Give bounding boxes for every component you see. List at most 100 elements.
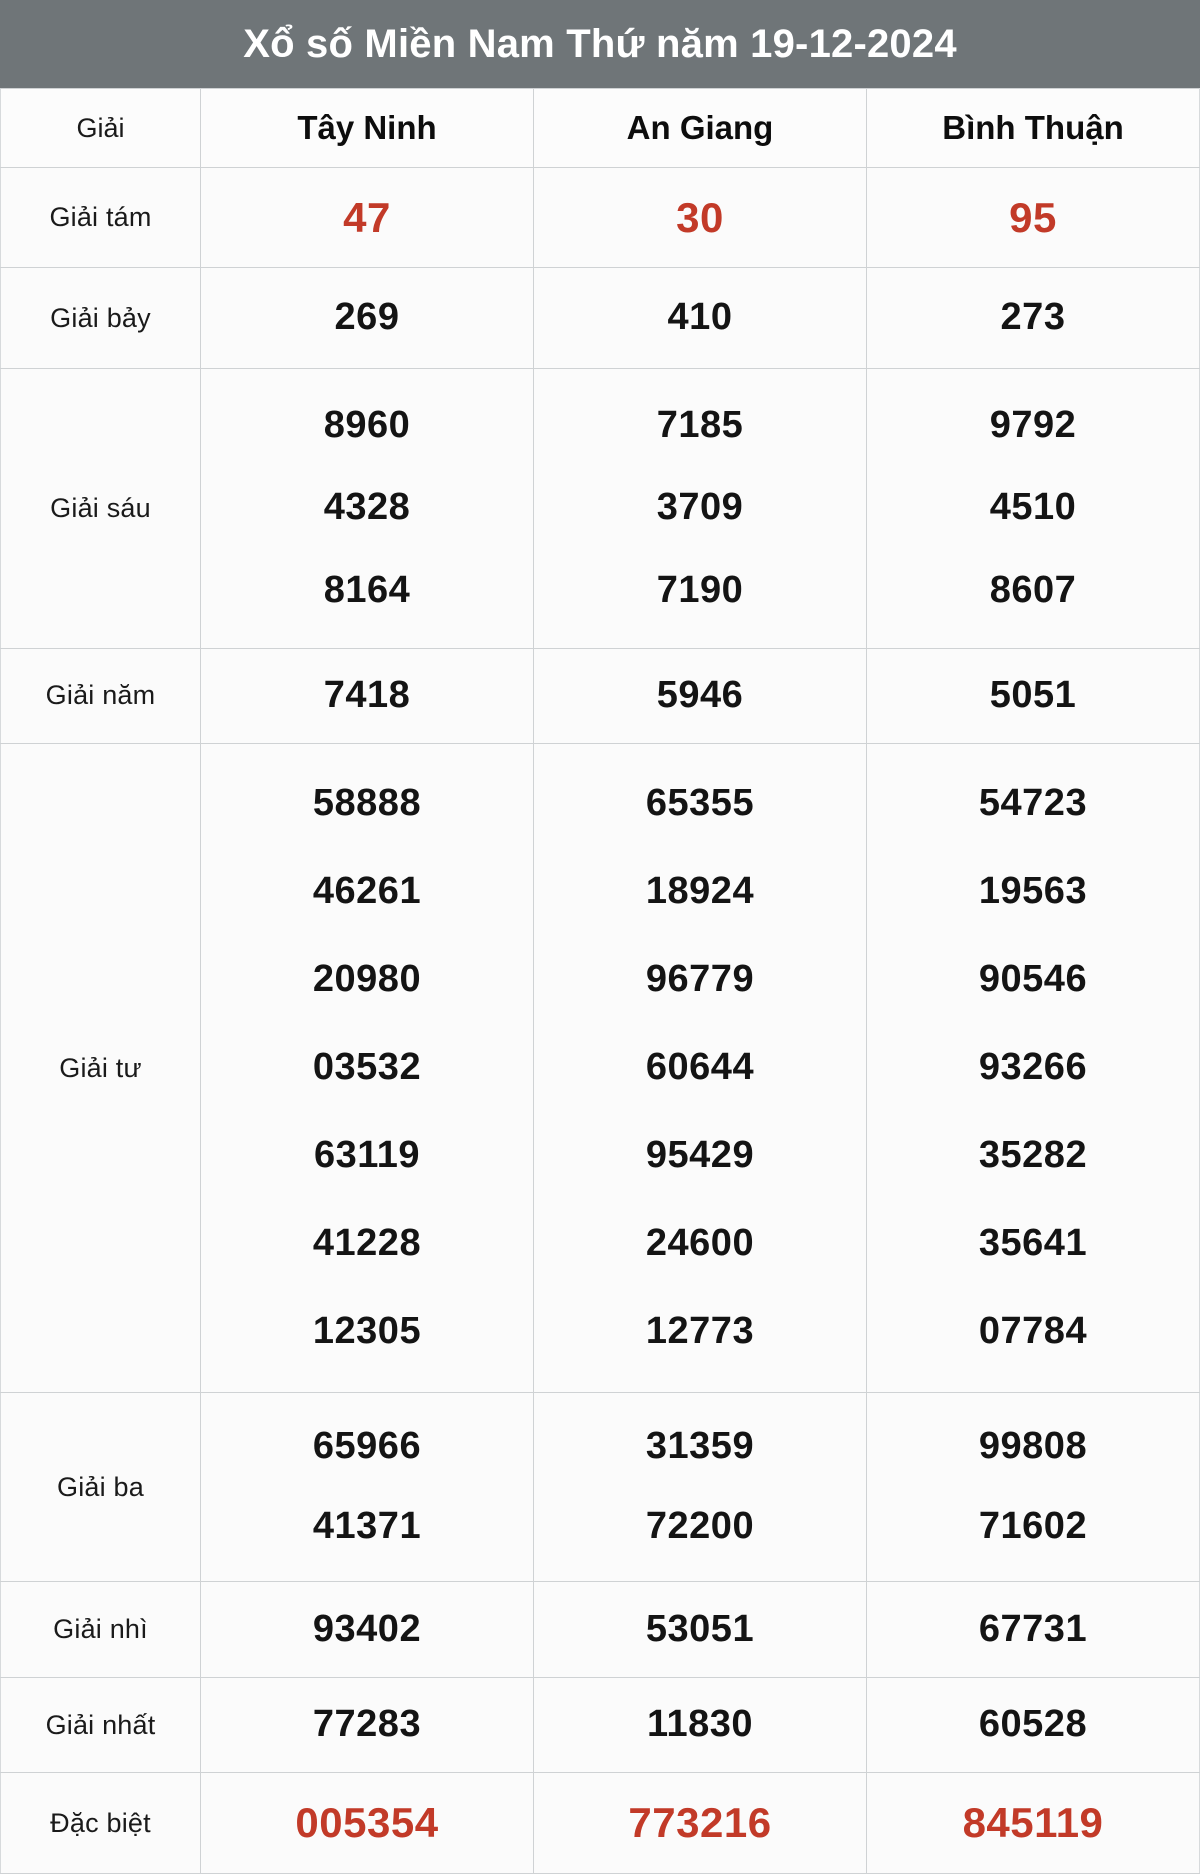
prize-numbers-cell: 9792 4510 8607 <box>866 367 1200 649</box>
lottery-number: 67731 <box>978 1607 1088 1650</box>
lottery-number: 46261 <box>312 870 422 913</box>
prize-numbers-cell: 31359 72200 <box>533 1392 867 1583</box>
lottery-number: 07784 <box>978 1310 1088 1353</box>
lottery-number: 65355 <box>645 782 755 825</box>
prize-numbers-cell: 54723 19563 90546 93266 35282 35641 07784 <box>866 743 1200 1394</box>
page-title-bar: Xổ số Miền Nam Thứ năm 19-12-2024 <box>0 0 1200 88</box>
prize-numbers-cell: 8960 4328 8164 <box>200 367 534 649</box>
table-row: Giải năm 7418 5946 5051 <box>0 647 1200 745</box>
prize-label: Giải bảy <box>0 267 201 369</box>
lottery-number: 8607 <box>989 568 1077 611</box>
lottery-number: 273 <box>1000 296 1066 339</box>
number-stack: 65355 18924 96779 60644 95429 24600 12773 <box>534 744 866 1392</box>
lottery-number: 58888 <box>312 782 422 825</box>
number-stack: 773216 <box>534 1773 866 1873</box>
number-stack: 58888 46261 20980 03532 63119 41228 12305 <box>201 744 533 1392</box>
lottery-number: 41371 <box>312 1505 422 1548</box>
lottery-number: 005354 <box>295 1799 439 1847</box>
prize-label: Giải sáu <box>0 367 201 649</box>
number-stack: 9792 4510 8607 <box>867 369 1199 648</box>
lottery-number: 5946 <box>656 674 744 717</box>
prize-label: Giải ba <box>0 1392 201 1583</box>
number-stack: 410 <box>534 268 866 367</box>
lottery-number: 35641 <box>978 1222 1088 1265</box>
lottery-number: 72200 <box>645 1505 755 1548</box>
prize-numbers-cell: 95 <box>866 166 1200 269</box>
lottery-number: 410 <box>667 296 733 339</box>
column-header-prize: Giải <box>0 88 201 168</box>
prize-numbers-cell: 5051 <box>866 647 1200 745</box>
prize-numbers-cell: 5946 <box>533 647 867 745</box>
number-stack: 47 <box>201 168 533 267</box>
number-stack: 5946 <box>534 649 866 744</box>
lottery-number: 63119 <box>313 1134 421 1177</box>
lottery-number: 95 <box>1009 193 1057 241</box>
lottery-number: 95429 <box>645 1134 755 1177</box>
page-title: Xổ số Miền Nam Thứ năm 19-12-2024 <box>243 21 957 66</box>
lottery-number: 773216 <box>628 1799 772 1847</box>
number-stack: 7418 <box>201 649 533 744</box>
column-header-province-1: Tây Ninh <box>200 88 534 168</box>
lottery-results-table: Giải Tây Ninh An Giang Bình Thuận Giải t… <box>0 88 1200 1874</box>
prize-numbers-cell: 773216 <box>533 1772 867 1874</box>
number-stack: 31359 72200 <box>534 1393 866 1581</box>
number-stack: 269 <box>201 268 533 367</box>
table-row: Giải tư 58888 46261 20980 03532 63119 41228 123… <box>0 743 1200 1394</box>
prize-numbers-cell: 845119 <box>866 1772 1200 1874</box>
table-row: Giải tám 47 30 95 <box>0 166 1200 269</box>
table-row: Giải bảy 269 410 273 <box>0 267 1200 369</box>
prize-numbers-cell: 30 <box>533 166 867 269</box>
number-stack: 67731 <box>867 1582 1199 1677</box>
prize-numbers-cell: 65355 18924 96779 60644 95429 24600 12773 <box>533 743 867 1394</box>
column-header-province-2: An Giang <box>533 88 867 168</box>
lottery-number: 845119 <box>962 1799 1104 1847</box>
number-stack: 77283 <box>201 1678 533 1773</box>
lottery-number: 269 <box>334 296 400 339</box>
lottery-number: 7185 <box>656 404 744 447</box>
table-row: Đặc biệt 005354 773216 845119 <box>0 1772 1200 1874</box>
prize-label: Giải nhì <box>0 1581 201 1678</box>
number-stack: 65966 41371 <box>201 1393 533 1581</box>
prize-numbers-cell: 47 <box>200 166 534 269</box>
table-header-row: Giải Tây Ninh An Giang Bình Thuận <box>0 88 1200 168</box>
lottery-number: 47 <box>343 193 391 241</box>
lottery-number: 4328 <box>323 486 411 529</box>
prize-numbers-cell: 93402 <box>200 1581 534 1678</box>
lottery-number: 4510 <box>989 486 1077 529</box>
lottery-number: 12305 <box>312 1310 422 1353</box>
prize-numbers-cell: 7418 <box>200 647 534 745</box>
lottery-number: 60528 <box>978 1703 1088 1746</box>
lottery-number: 60644 <box>645 1046 755 1089</box>
number-stack: 273 <box>867 268 1199 367</box>
lottery-number: 8960 <box>323 404 411 447</box>
lottery-number: 54723 <box>978 782 1088 825</box>
prize-numbers-cell: 005354 <box>200 1772 534 1874</box>
number-stack: 11830 <box>534 1678 866 1773</box>
lottery-number: 71602 <box>978 1505 1088 1548</box>
number-stack: 005354 <box>201 1773 533 1873</box>
lottery-number: 90546 <box>978 958 1088 1001</box>
lottery-number: 3709 <box>656 486 744 529</box>
lottery-number: 99808 <box>978 1425 1088 1468</box>
number-stack: 54723 19563 90546 93266 35282 35641 07784 <box>867 744 1199 1392</box>
prize-label: Giải năm <box>0 647 201 745</box>
number-stack: 60528 <box>867 1678 1199 1773</box>
lottery-number: 35282 <box>978 1134 1088 1177</box>
number-stack: 93402 <box>201 1582 533 1677</box>
prize-numbers-cell: 77283 <box>200 1676 534 1774</box>
lottery-number: 93402 <box>312 1607 422 1650</box>
number-stack: 845119 <box>867 1773 1199 1873</box>
lottery-number: 24600 <box>645 1222 755 1265</box>
column-header-province-3: Bình Thuận <box>866 88 1200 168</box>
lottery-number: 9792 <box>989 404 1077 447</box>
prize-label: Giải tư <box>0 743 201 1394</box>
lottery-number: 8164 <box>323 568 411 611</box>
table-row: Giải nhất 77283 11830 60528 <box>0 1676 1200 1774</box>
lottery-number: 96779 <box>645 958 755 1001</box>
prize-numbers-cell: 269 <box>200 267 534 369</box>
lottery-number: 18924 <box>645 870 755 913</box>
lottery-number: 53051 <box>645 1607 755 1650</box>
number-stack: 8960 4328 8164 <box>201 369 533 648</box>
table-row: Giải sáu 8960 4328 8164 7185 3709 7190 9792 4510… <box>0 367 1200 649</box>
